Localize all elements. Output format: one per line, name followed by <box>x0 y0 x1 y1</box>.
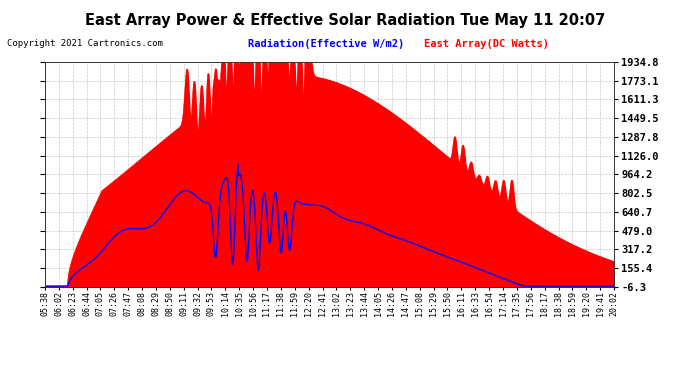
Text: Radiation(Effective W/m2): Radiation(Effective W/m2) <box>248 39 404 50</box>
Text: East Array Power & Effective Solar Radiation Tue May 11 20:07: East Array Power & Effective Solar Radia… <box>85 13 605 28</box>
Text: East Array(DC Watts): East Array(DC Watts) <box>424 39 549 50</box>
Text: Copyright 2021 Cartronics.com: Copyright 2021 Cartronics.com <box>7 39 163 48</box>
